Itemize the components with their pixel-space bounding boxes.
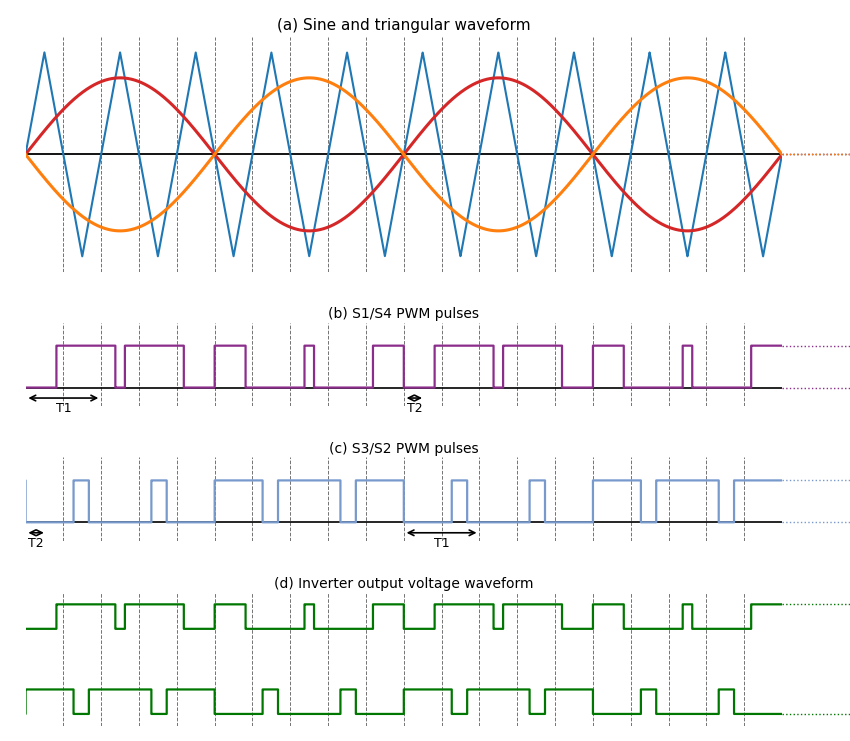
Text: T2: T2 <box>406 402 422 415</box>
Text: T1: T1 <box>55 402 71 415</box>
Title: (c) S3/S2 PWM pulses: (c) S3/S2 PWM pulses <box>329 442 479 456</box>
Title: (a) Sine and triangular waveform: (a) Sine and triangular waveform <box>277 18 530 33</box>
Text: T2: T2 <box>28 537 44 550</box>
Text: T1: T1 <box>434 537 450 550</box>
Title: (b) S1/S4 PWM pulses: (b) S1/S4 PWM pulses <box>328 308 479 322</box>
Title: (d) Inverter output voltage waveform: (d) Inverter output voltage waveform <box>274 577 534 591</box>
